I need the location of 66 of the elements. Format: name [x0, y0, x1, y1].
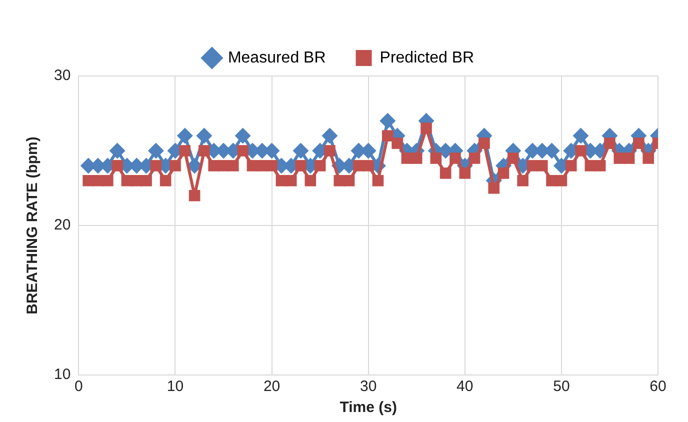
- point: [188, 190, 200, 202]
- point: [237, 145, 248, 156]
- point: [324, 145, 336, 156]
- point: [468, 152, 480, 164]
- point: [623, 152, 635, 164]
- point: [604, 138, 616, 149]
- point: [160, 174, 172, 186]
- point: [140, 174, 152, 186]
- x-tick-label: 20: [263, 378, 280, 396]
- point: [295, 160, 306, 172]
- point: [536, 160, 548, 172]
- x-tick-label: 40: [456, 378, 474, 396]
- point: [392, 138, 403, 149]
- legend-label: Measured BR: [228, 49, 326, 66]
- point: [343, 174, 355, 186]
- point: [430, 152, 442, 164]
- point: [102, 174, 114, 186]
- point: [266, 160, 278, 172]
- point: [382, 130, 394, 142]
- point: [179, 145, 191, 156]
- point: [478, 138, 490, 149]
- point: [198, 145, 210, 156]
- point: [450, 152, 461, 164]
- point: [285, 174, 297, 186]
- y-axis-title: BREATHING RATE (bpm): [24, 136, 42, 314]
- point: [440, 168, 452, 179]
- point: [565, 160, 577, 172]
- legend-label: Predicted BR: [380, 49, 474, 66]
- point: [112, 160, 123, 172]
- point: [322, 128, 338, 144]
- point: [410, 152, 422, 164]
- point: [575, 145, 586, 156]
- point: [594, 160, 606, 172]
- point: [508, 152, 519, 164]
- point: [372, 174, 384, 186]
- point: [517, 174, 528, 186]
- x-axis-title: Time (s): [340, 399, 397, 416]
- point: [572, 128, 589, 144]
- point: [362, 160, 374, 172]
- point: [292, 142, 309, 159]
- y-tick-label: 10: [54, 366, 71, 384]
- x-tick-label: 10: [166, 378, 184, 396]
- point: [642, 152, 654, 164]
- x-tick-label: 0: [74, 378, 83, 396]
- point: [148, 142, 164, 159]
- point: [498, 168, 510, 179]
- x-tick-label: 30: [360, 378, 377, 396]
- point: [420, 122, 432, 134]
- point: [196, 128, 212, 144]
- y-tick-label: 20: [54, 216, 71, 234]
- point: [150, 160, 162, 172]
- point: [556, 174, 568, 186]
- x-tick-label: 60: [650, 378, 666, 396]
- point: [459, 168, 471, 179]
- y-tick-label: 30: [54, 67, 71, 84]
- point: [380, 112, 396, 129]
- point: [176, 128, 193, 144]
- point: [314, 160, 326, 172]
- point: [234, 128, 251, 144]
- x-tick-label: 50: [553, 378, 570, 396]
- point: [228, 160, 239, 172]
- point: [109, 142, 126, 159]
- point: [488, 182, 500, 194]
- point: [170, 160, 181, 172]
- point: [304, 174, 316, 186]
- point: [633, 138, 644, 149]
